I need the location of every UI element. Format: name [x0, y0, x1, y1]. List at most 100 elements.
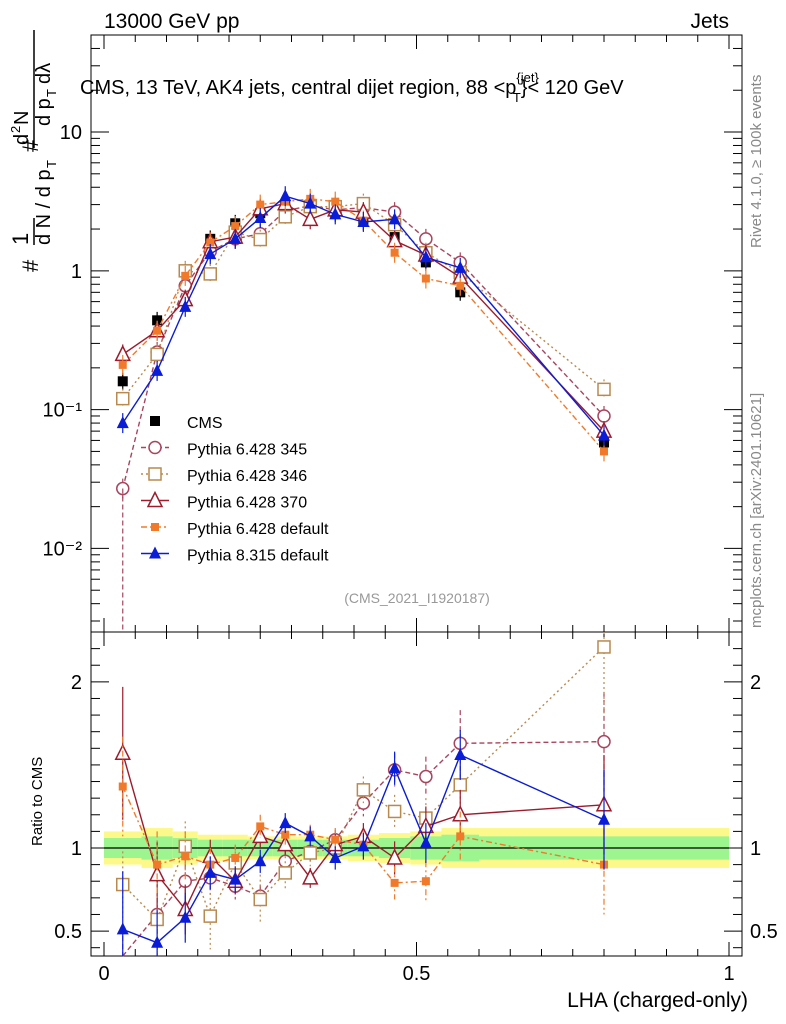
series-point-top [254, 211, 267, 224]
series-point-bottom [357, 839, 370, 852]
series-point-bottom [454, 747, 467, 760]
series-point-top [206, 238, 215, 247]
series-point-bottom [356, 783, 371, 797]
series-point-top [204, 247, 217, 260]
series-point-top [151, 363, 164, 376]
x-tick-label: 0.5 [403, 963, 431, 985]
y-tick-label-bottom-right: 2 [750, 672, 761, 694]
series-point-top [357, 214, 370, 227]
svg-text:d p: d p [33, 98, 55, 126]
series-point-bottom [231, 853, 240, 862]
series-point-bottom [116, 922, 129, 935]
series-point-top [231, 222, 240, 231]
legend-item: Pythia 6.428 345 [141, 440, 307, 459]
y-tick-label-top: 10⁻² [43, 538, 83, 560]
svg-text:2: 2 [8, 126, 23, 133]
series-point-bottom [303, 846, 317, 860]
mcplots-label: mcplots.cern.ch [arXiv:2401.10621] [748, 393, 765, 628]
series-point-top [419, 232, 433, 246]
series-point-top [229, 231, 242, 244]
series-point-top [116, 391, 130, 406]
series-point-top [118, 360, 127, 369]
series-point-bottom [419, 836, 432, 849]
series-point-top [329, 207, 342, 220]
y-axis-label-bottom: Ratio to CMS [29, 757, 46, 846]
y-tick-label-top: 10 [60, 122, 82, 144]
series-line-top [122, 202, 605, 432]
series-line-top [122, 202, 605, 400]
svg-text:N: N [11, 111, 33, 125]
series-point-top [419, 250, 432, 263]
series-point-bottom [597, 640, 611, 654]
series-point-bottom [278, 866, 292, 880]
legend-item: Pythia 8.315 default [141, 546, 329, 565]
series-point-top [203, 267, 217, 281]
bottom-series [114, 632, 613, 957]
series-point-top [304, 196, 317, 209]
series-point-top [390, 248, 399, 257]
series-point-bottom [390, 878, 399, 887]
series-point-top [153, 326, 162, 335]
legend-marker [151, 523, 159, 531]
svg-text:T: T [44, 160, 59, 168]
series-point-top [331, 197, 340, 206]
series-line-top [122, 198, 605, 452]
series-point-top [456, 281, 465, 290]
top-panel [90, 34, 743, 633]
series-point-top [150, 347, 164, 362]
legend-item: Pythia 6.428 346 [141, 467, 307, 485]
svg-text:d: d [11, 134, 33, 145]
series-point-top [388, 212, 401, 225]
series-point-bottom [302, 868, 319, 885]
svg-text:d N / d p: d N / d p [33, 169, 55, 245]
series-point-bottom [252, 826, 269, 844]
series-point-bottom [253, 892, 267, 907]
legend: CMS Pythia 6.428 345 Pythia 6.428 346 Pythi… [141, 415, 329, 565]
series-point-bottom [388, 761, 401, 774]
series-point-bottom [179, 910, 192, 923]
series-point-top [600, 447, 608, 456]
axes: 0 0.5 1 10⁻² 10⁻¹ 1 10 0.5 0.5 1 1 2 2 [43, 34, 778, 985]
legend-label-cms: CMS [187, 415, 223, 432]
series-line-bottom [122, 786, 605, 884]
category-label: Jets [690, 10, 729, 33]
y-axis-label-top: # 1 d N / d p T # d 2 N d p T dλ [8, 30, 59, 272]
x-tick-label: 0 [98, 963, 109, 985]
series-point-bottom [453, 778, 467, 792]
series-point-bottom [598, 812, 610, 825]
legend-label: Pythia 8.315 default [187, 548, 329, 565]
legend-item: Pythia 6.428 default [141, 521, 329, 538]
series-point-top [253, 232, 267, 247]
series-point-bottom [331, 835, 340, 844]
series-point-top [454, 260, 467, 273]
series-line-bottom [122, 754, 605, 944]
y-tick-label-top: 10⁻¹ [43, 400, 83, 422]
cms-point [152, 315, 163, 326]
y-tick-label-bottom: 1 [71, 838, 82, 860]
plot-title: CMS, 13 TeV, AK4 jets, central dijet reg… [80, 70, 624, 105]
series-point-bottom [597, 734, 611, 749]
series-point-bottom [229, 872, 242, 885]
series-point-bottom [419, 769, 433, 784]
top-panel-frame [90, 34, 743, 633]
series-point-bottom [118, 782, 127, 791]
series-point-bottom [279, 816, 292, 829]
series-point-bottom [387, 804, 402, 819]
series-point-top [279, 189, 292, 202]
series-point-top [181, 271, 190, 280]
svg-text:1: 1 [8, 233, 33, 245]
legend-label: Pythia 6.428 default [187, 521, 329, 538]
series-point-top [256, 200, 265, 209]
svg-text:#: # [18, 259, 43, 272]
legend-item: Pythia 6.428 370 [141, 490, 307, 512]
x-tick-label: 1 [723, 963, 734, 985]
legend-label: Pythia 6.428 345 [187, 442, 307, 459]
series-point-top [179, 299, 192, 312]
energy-label: 13000 GeV pp [104, 10, 239, 33]
series-line-top [122, 204, 605, 489]
x-axis-label: LHA (charged-only) [567, 989, 748, 1012]
series-point-top [421, 274, 430, 283]
legend-marker [146, 490, 164, 508]
svg-text:#: # [18, 139, 43, 152]
